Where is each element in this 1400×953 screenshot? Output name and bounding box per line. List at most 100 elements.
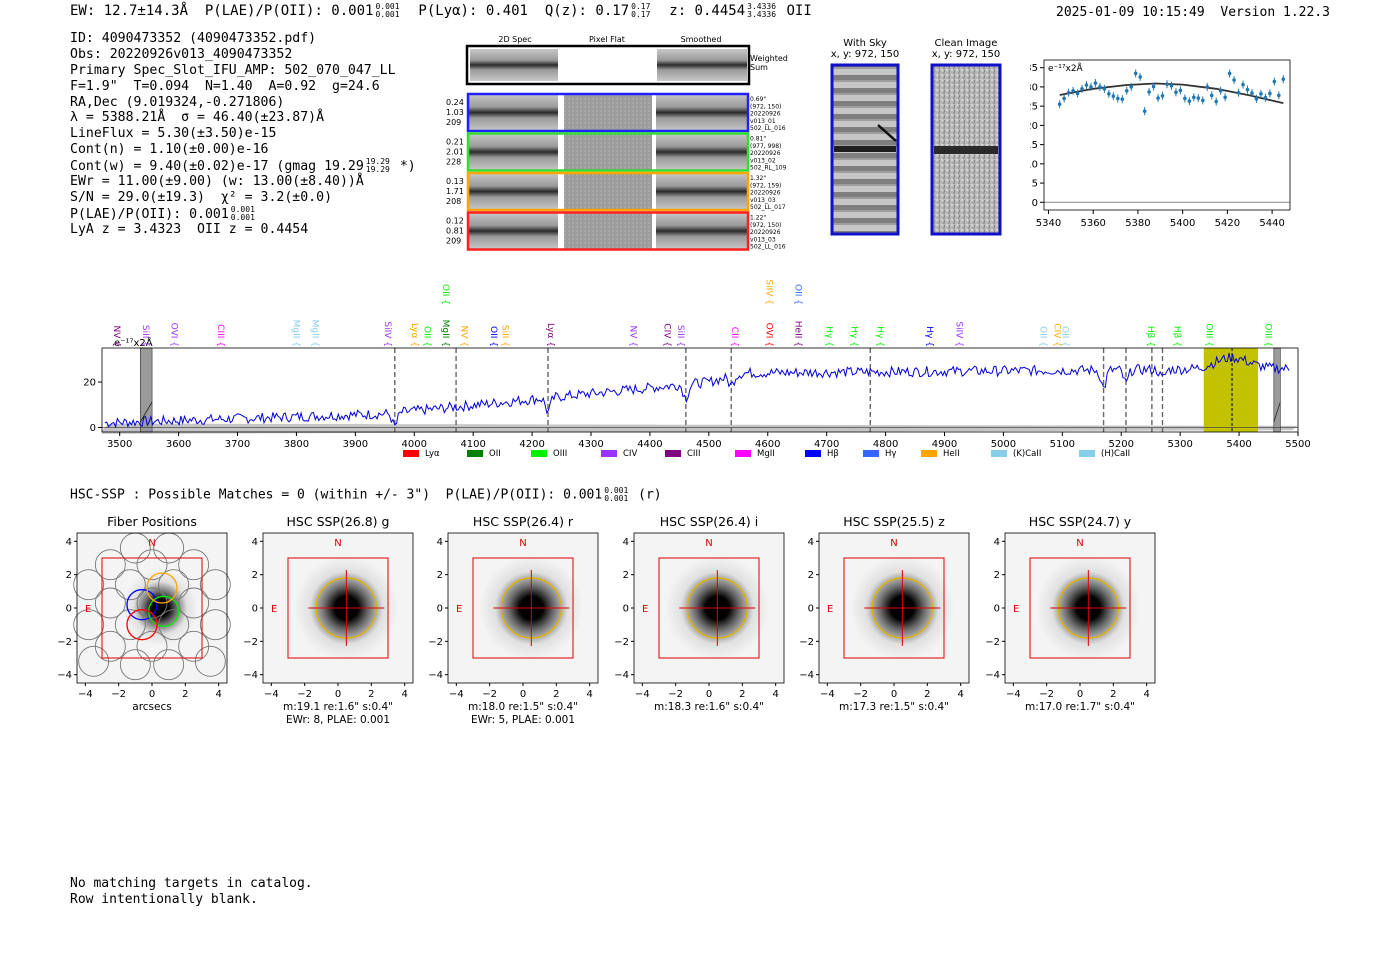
hsc-panel-title: HSC SSP(26.4) i [659,514,757,529]
cutout-right-0-2: 20220926 [750,111,781,118]
spectrum-line-label: Hγ { [924,326,934,347]
info-contn: Cont(n) = 1.10(±0.00)e-16 [70,142,269,158]
zoom-point [1098,85,1102,89]
hsc-east-label: E [827,604,833,615]
cutout-frame-1 [466,132,750,172]
hsc-ytick-label: 4 [622,537,628,548]
cutout-right-3-1: (972, 150) [750,222,781,229]
zoom-point [1218,88,1223,93]
hsc-ytick-label: 4 [437,537,443,548]
header-plae-sub: 0.001 [375,10,400,19]
spectrum-ytick-label: 0 [90,423,96,434]
cutout-left-0-0: 0.24 [446,98,464,107]
hsc-ytick-label: 2 [622,570,628,581]
hsc-xtick-label: −4 [263,689,278,700]
zoom-point [1209,93,1214,98]
cutout-left-0-2: 209 [446,118,461,127]
cutout-smooth-0 [656,94,747,131]
header-datetime: 2025-01-09 10:15:49 [1056,5,1205,20]
spectrum-line-label: OII { [1038,326,1048,347]
hsc-panel-4: HSC SSP(25.5) z N E −4 −4 −2 −2 0 0 2 2 4 4 m:17.3 re… [799,514,970,713]
zoom-point [1156,96,1160,100]
hsc-xtick-label: −2 [1039,689,1054,700]
hsc-xtick-label: 4 [586,689,592,700]
cutout-left-2-2: 208 [446,197,461,206]
footer: No matching targets in catalog. Row inte… [70,876,313,907]
cutout-right-0-1: (972, 150) [750,103,781,110]
spectrum-line-label: SiII { [140,325,150,347]
zoom-point [1120,97,1125,102]
hsc-xtick-label: 4 [957,689,963,700]
zoom-point [1183,96,1187,101]
clean-image-title-text: Clean Image [934,38,998,49]
hsc-title-end: (r) [638,487,662,503]
footer-line2: Row intentionally blank. [70,891,258,907]
hsc-xtick-label: 2 [553,689,559,700]
info-plae: P(LAE)/P(OII): 0.001 0.001 0.001 [70,205,416,222]
hsc-xtick-label: 4 [772,689,778,700]
fiber-circle [178,587,210,619]
hsc-xtick-label: −4 [1005,689,1020,700]
fiber-circle [114,569,146,601]
hsc-caption-2: EWr: 8, PLAE: 0.001 [285,714,389,725]
zoom-point [1080,87,1084,91]
spectrum-xtick-label: 3500 [107,439,132,450]
zoom-ytick-label: 35 [1030,63,1038,74]
info-plae-sub: 0.001 [230,212,255,222]
hsc-caption-1: m:18.3 re:1.6" s:0.4" [654,701,764,713]
spectrum-xtick-label: 5000 [991,439,1016,450]
cutout-right-1-2: 20220926 [750,150,781,157]
zoom-frame [1043,59,1291,211]
legend-label: Hβ [827,449,839,459]
zoom-point [1124,88,1129,93]
hsc-panel-5: HSC SSP(24.7) y N E −4 −4 −2 −2 0 0 2 2 4 4 m:17.0 re… [985,514,1155,713]
hsc-xtick-label: −2 [297,689,312,700]
sky-panels [830,63,1002,236]
spectrum-xtick-label: 4200 [519,439,544,450]
fiber-highlight-circle [146,572,178,604]
hsc-source-blob [122,570,199,646]
hsc-title: HSC-SSP : Possible Matches = 0 (within +… [70,487,662,503]
fiber-circle [119,649,151,681]
legend-swatch [1079,450,1095,457]
spectrum-xtick-label: 3700 [225,439,250,450]
zoom-point [1272,79,1277,84]
hsc-east-label: E [271,604,277,615]
zoom-point [1196,96,1201,100]
spectrum-line-label: Hβ { [1171,326,1181,347]
clean-image-coords: x, y: 972, 150 [931,49,1001,60]
footer-line1: No matching targets in catalog. [70,876,313,891]
hsc-ytick-label: 0 [622,604,628,615]
hsc-ytick-label: 4 [251,537,257,548]
cutout-right-2-3: v013_03 [750,197,776,204]
spectrum-line-label: NV { [458,326,468,347]
hsc-ytick-label: 0 [251,604,257,615]
cutout-smooth-1 [656,133,747,171]
hsc-xtick-label: 2 [739,689,745,700]
hsc-north-label: N [705,538,712,549]
weighted-2dspec [470,49,558,81]
spectrum-line-label: Lyα { [409,323,419,347]
cutout-left-3-0: 0.12 [446,217,464,226]
fiber-highlight-circle [126,609,158,641]
spectrum-xtick-label: 5100 [1050,439,1075,450]
spectrum-ylabel: e⁻¹⁷x2Å [114,336,153,349]
cutout-right-2-0: 1.32" [750,175,766,182]
cutout-left-1-1: 2.01 [446,148,464,157]
with-sky-trace [834,146,896,152]
hsc-ytick-label: 4 [66,537,72,548]
info-block: ID: 4090473352 (4090473352.pdf) Obs: 202… [70,31,416,238]
spectrum-line-label: MgII { [440,320,450,347]
cutout-right-3-0: 1.22" [750,215,766,222]
with-sky-title-text: With Sky [843,38,887,49]
info-zline: LyA z = 3.4323 OII z = 0.4454 [70,221,309,237]
zoom-point [1084,83,1089,87]
cutout-frame-3 [466,211,750,251]
spectrum-xtick-label: 3900 [343,439,368,450]
hsc-ytick-label: 0 [66,604,72,615]
hsc-caption-1: m:17.3 re:1.5" s:0.4" [839,701,949,713]
info-params: F=1.9" T=0.094 N=1.40 A=0.92 g=24.6 [70,78,380,94]
legend-swatch [403,450,419,457]
hsc-xtick-label: 0 [705,689,711,700]
hsc-xtick-label: −2 [853,689,868,700]
